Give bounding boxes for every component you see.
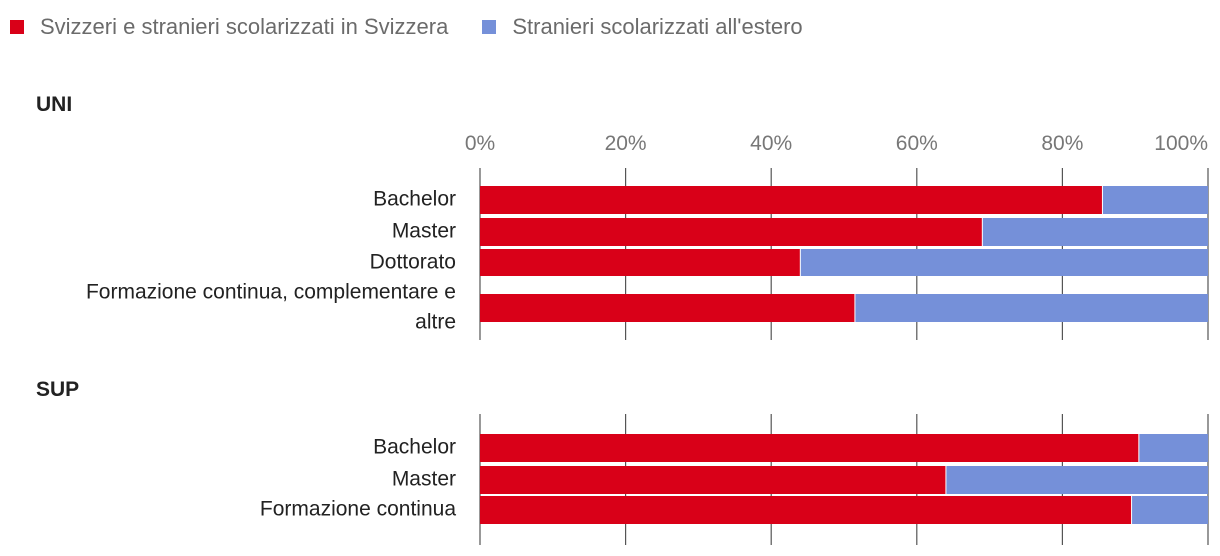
panel-title-uni: UNI — [36, 93, 73, 116]
bar-sup-2-series-1 — [1131, 496, 1208, 524]
legend-swatch-swiss — [10, 20, 24, 34]
legend-item-foreign[interactable]: Stranieri scolarizzati all'estero — [482, 14, 803, 40]
bar-uni-1-series-0 — [480, 218, 983, 246]
category-label-sup-2: Formazione continua — [260, 498, 456, 521]
category-label-uni-3-line0: Formazione continua, complementare e — [86, 281, 456, 304]
bar-sup-2-series-0 — [480, 496, 1132, 524]
legend: Svizzeri e stranieri scolarizzati in Svi… — [10, 12, 837, 42]
legend-label-swiss: Svizzeri e stranieri scolarizzati in Svi… — [40, 14, 449, 39]
bar-uni-3-series-0 — [480, 294, 855, 322]
category-label-uni-2: Dottorato — [370, 251, 456, 274]
x-tick-label-4: 80% — [1041, 132, 1083, 155]
category-label-sup-1: Master — [392, 468, 456, 491]
x-tick-label-1: 20% — [605, 132, 647, 155]
bar-uni-2-series-0 — [480, 249, 801, 276]
bar-sup-1-series-1 — [945, 466, 1208, 494]
bar-sup-1-series-0 — [480, 466, 946, 494]
bar-uni-2-series-1 — [800, 249, 1208, 276]
x-tick-label-2: 40% — [750, 132, 792, 155]
legend-label-foreign: Stranieri scolarizzati all'estero — [512, 14, 803, 39]
legend-item-swiss[interactable]: Svizzeri e stranieri scolarizzati in Svi… — [10, 14, 448, 40]
bar-uni-0-series-0 — [480, 186, 1103, 214]
category-label-uni-0: Bachelor — [373, 188, 456, 211]
bar-sup-0-series-0 — [480, 434, 1139, 462]
bar-sup-0-series-1 — [1138, 434, 1208, 462]
bar-uni-3-series-1 — [854, 294, 1208, 322]
panel-title-sup: SUP — [36, 378, 80, 401]
category-label-sup-0: Bachelor — [373, 436, 456, 459]
bar-uni-1-series-1 — [982, 218, 1208, 246]
bar-uni-0-series-1 — [1102, 186, 1208, 214]
category-label-uni-1: Master — [392, 220, 456, 243]
category-label-uni-3-line1: altre — [415, 311, 456, 334]
x-tick-label-5: 100% — [1154, 132, 1208, 155]
x-tick-label-3: 60% — [896, 132, 938, 155]
x-tick-label-0: 0% — [465, 132, 495, 155]
legend-swatch-foreign — [482, 20, 497, 34]
